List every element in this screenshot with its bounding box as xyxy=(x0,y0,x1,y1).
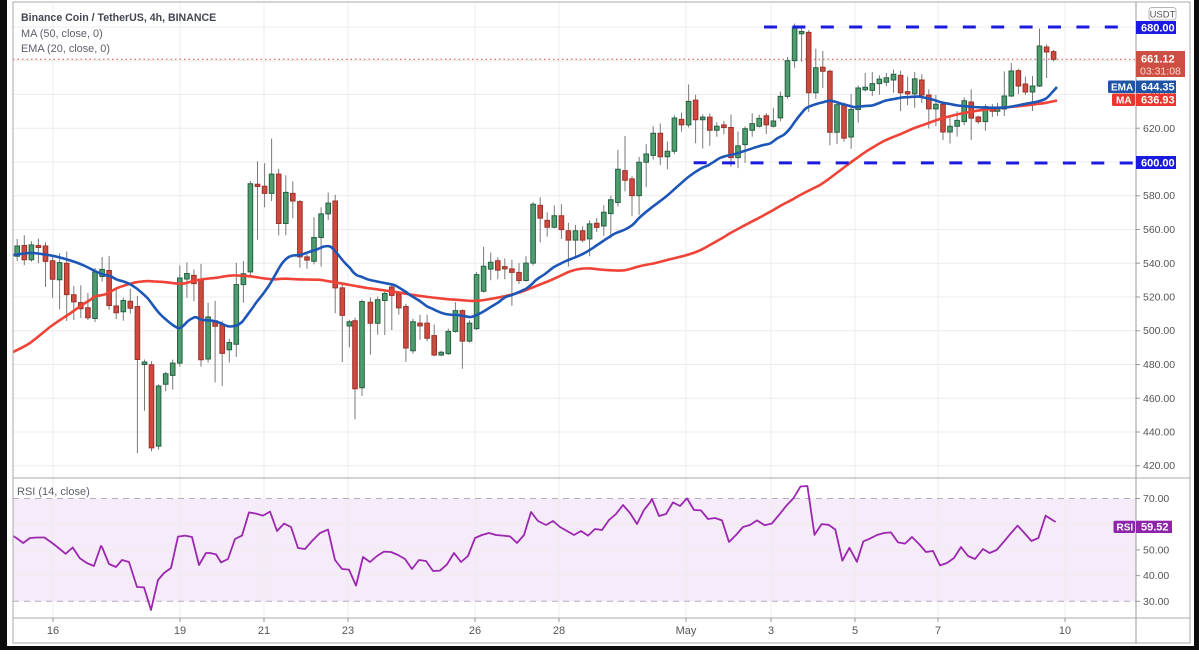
svg-text:MA: MA xyxy=(1116,95,1132,106)
svg-text:420.00: 420.00 xyxy=(1143,460,1175,472)
svg-text:500.00: 500.00 xyxy=(1143,325,1175,337)
svg-text:680.00: 680.00 xyxy=(1141,23,1175,35)
svg-text:10: 10 xyxy=(1059,625,1071,637)
svg-text:580.00: 580.00 xyxy=(1143,190,1175,202)
svg-text:16: 16 xyxy=(47,625,59,637)
svg-text:540.00: 540.00 xyxy=(1143,258,1175,270)
svg-text:620.00: 620.00 xyxy=(1143,123,1175,135)
svg-text:RSI (14, close): RSI (14, close) xyxy=(17,486,90,498)
svg-text:May: May xyxy=(676,625,697,637)
svg-text:460.00: 460.00 xyxy=(1143,393,1175,405)
svg-text:28: 28 xyxy=(553,625,565,637)
svg-text:50.00: 50.00 xyxy=(1143,544,1169,556)
svg-text:600.00: 600.00 xyxy=(1141,158,1175,170)
svg-text:644.35: 644.35 xyxy=(1141,82,1175,94)
svg-text:636.93: 636.93 xyxy=(1141,95,1175,107)
svg-text:19: 19 xyxy=(174,625,186,637)
svg-text:59.52: 59.52 xyxy=(1141,522,1169,534)
svg-text:70.00: 70.00 xyxy=(1143,493,1169,505)
svg-text:EMA (20, close, 0): EMA (20, close, 0) xyxy=(21,43,110,55)
svg-text:3: 3 xyxy=(768,625,774,637)
svg-text:520.00: 520.00 xyxy=(1143,292,1175,304)
svg-text:480.00: 480.00 xyxy=(1143,359,1175,371)
svg-text:23: 23 xyxy=(342,625,354,637)
svg-text:Binance Coin / TetherUS, 4h, B: Binance Coin / TetherUS, 4h, BINANCE xyxy=(21,12,216,24)
svg-text:7: 7 xyxy=(935,625,941,637)
svg-text:661.12: 661.12 xyxy=(1141,54,1175,66)
svg-text:560.00: 560.00 xyxy=(1143,224,1175,236)
svg-text:5: 5 xyxy=(852,625,858,637)
svg-text:USDT: USDT xyxy=(1150,9,1176,20)
svg-text:EMA: EMA xyxy=(1111,82,1133,93)
svg-text:RSI: RSI xyxy=(1117,522,1134,533)
svg-text:MA (50, close, 0): MA (50, close, 0) xyxy=(21,28,103,40)
svg-text:440.00: 440.00 xyxy=(1143,427,1175,439)
svg-text:30.00: 30.00 xyxy=(1143,596,1169,608)
svg-text:21: 21 xyxy=(258,625,270,637)
svg-text:26: 26 xyxy=(469,625,481,637)
svg-text:03:31:08: 03:31:08 xyxy=(1140,66,1181,78)
svg-text:40.00: 40.00 xyxy=(1143,570,1169,582)
